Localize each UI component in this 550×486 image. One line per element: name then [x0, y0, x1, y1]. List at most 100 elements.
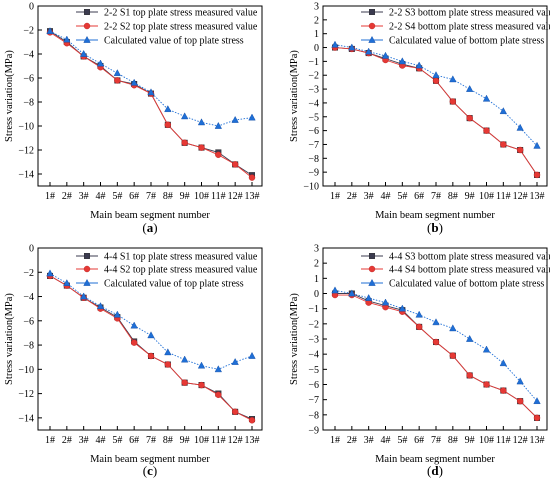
x-tick-label: 8# [163, 191, 173, 202]
y-tick-label: −3 [308, 335, 319, 346]
y-tick-label: 2 [314, 259, 319, 270]
legend-label: Calculated value of top plate stress [104, 36, 244, 47]
y-tick-label: −6 [308, 380, 319, 391]
marker-circle [516, 397, 524, 405]
x-tick-label: 8# [448, 435, 458, 446]
y-tick-label: −10 [18, 365, 34, 376]
marker-circle [533, 171, 541, 179]
legend-entry: 2-2 S2 top plate stress measured value [76, 22, 258, 33]
y-tick-label: 2 [314, 15, 319, 26]
legend-entry: Calculated value of bottom plate stress [361, 36, 544, 47]
marker-triangle [214, 121, 222, 129]
x-tick-label: 12# [513, 435, 528, 446]
marker-circle [181, 379, 188, 386]
x-tick-label: 2# [347, 435, 357, 446]
y-tick-label: −2 [23, 268, 34, 279]
legend-entry: 4-4 S3 bottom plate stress measured valu… [361, 252, 550, 263]
series-2 [331, 291, 541, 422]
series-line [49, 30, 253, 176]
marker-circle [130, 339, 138, 346]
marker-circle [147, 352, 155, 360]
chart-panel-1: 0−2−4−6−8−10−12−141# 2# 3# 4# 5# 6# 7# 8# 9# 10# 1… [4, 2, 263, 235]
marker-circle [198, 144, 205, 151]
y-tick-label: −9 [308, 426, 319, 437]
marker-triangle [533, 397, 541, 404]
marker-triangle [516, 123, 524, 131]
x-tick-label: 2# [347, 191, 357, 202]
marker-triangle [449, 324, 457, 332]
y-tick-label: −10 [18, 122, 34, 133]
x-tick-label: 6# [129, 191, 139, 202]
x-tick-label: 5# [397, 435, 407, 446]
marker-circle [164, 121, 172, 129]
marker-triangle [63, 279, 71, 286]
x-tick-label: 10# [479, 191, 494, 202]
x-axis-title: Main beam segment number [375, 210, 495, 221]
marker-triangle [381, 51, 390, 59]
marker-circle [466, 372, 473, 379]
x-tick-label: 3# [79, 191, 89, 202]
marker-triangle [482, 94, 491, 102]
panel-label: (c) [143, 463, 157, 478]
marker-circle [500, 141, 507, 148]
x-tick-label: 7# [431, 191, 441, 202]
x-tick-label: 7# [431, 435, 441, 446]
legend-label: 4-4 S2 top plate stress measured value [104, 265, 258, 276]
marker-triangle [415, 61, 423, 69]
marker-triangle [63, 35, 71, 43]
marker-circle [114, 77, 121, 84]
legend-entry: 2-2 S3 bottom plate stress measured valu… [361, 8, 550, 19]
marker-circle [368, 265, 376, 273]
y-tick-label: −4 [308, 350, 319, 361]
x-tick-label: 11# [496, 435, 511, 446]
x-tick-label: 7# [146, 191, 156, 202]
marker-triangle [113, 69, 121, 77]
y-tick-label: −6 [23, 74, 34, 85]
marker-triangle [96, 302, 105, 310]
x-axis-title: Main beam segment number [375, 454, 495, 465]
marker-triangle [83, 35, 91, 43]
y-tick-label: −8 [23, 341, 34, 352]
y-axis-title: Stress variation(MPa) [4, 293, 15, 385]
marker-square [369, 252, 376, 259]
legend-entry: 2-2 S4 bottom plate stress measured valu… [361, 22, 550, 33]
y-tick-label: −5 [308, 112, 319, 123]
x-tick-label: 12# [228, 435, 243, 446]
x-axis-title: Main beam segment number [90, 210, 210, 221]
x-tick-label: 3# [364, 191, 374, 202]
x-tick-label: 12# [228, 191, 243, 202]
marker-circle [449, 98, 457, 105]
legend-entry: 4-4 S2 top plate stress measured value [76, 265, 258, 276]
x-tick-label: 1# [45, 191, 55, 202]
x-tick-label: 11# [211, 191, 226, 202]
x-tick-label: 4# [381, 191, 391, 202]
y-axis-title: Stress variation(MPa) [4, 50, 15, 142]
panel-label: (d) [427, 463, 443, 478]
marker-triangle [164, 105, 172, 113]
marker-circle [415, 323, 423, 331]
y-tick-label: −10 [303, 182, 319, 193]
marker-triangle [499, 107, 507, 115]
marker-triangle [499, 359, 507, 367]
marker-triangle [197, 361, 206, 369]
marker-circle [432, 338, 440, 346]
series-line [334, 47, 538, 176]
series-line [334, 44, 538, 147]
x-tick-label: 7# [146, 435, 156, 446]
legend-label: 2-2 S4 bottom plate stress measured valu… [389, 22, 550, 33]
marker-triangle [466, 85, 474, 92]
series-line [335, 294, 538, 419]
y-tick-label: −8 [308, 410, 319, 421]
y-tick-label: −1 [308, 304, 319, 315]
series-3 [46, 269, 256, 373]
marker-triangle [197, 118, 206, 126]
marker-triangle [449, 75, 457, 83]
marker-circle [466, 114, 473, 122]
marker-square [83, 8, 90, 15]
chart-panel-2: 3 2 1 0 −1 −2 −3 −4 −5 −6 −7 −8 −9 −10 1# 2# 3# 4# 5# 6# 7# 8… [289, 2, 550, 236]
marker-circle [516, 146, 524, 154]
panel-label: (a) [142, 220, 157, 235]
x-tick-label: 13# [530, 191, 545, 202]
x-tick-label: 4# [381, 435, 391, 446]
x-tick-label: 9# [180, 435, 190, 446]
